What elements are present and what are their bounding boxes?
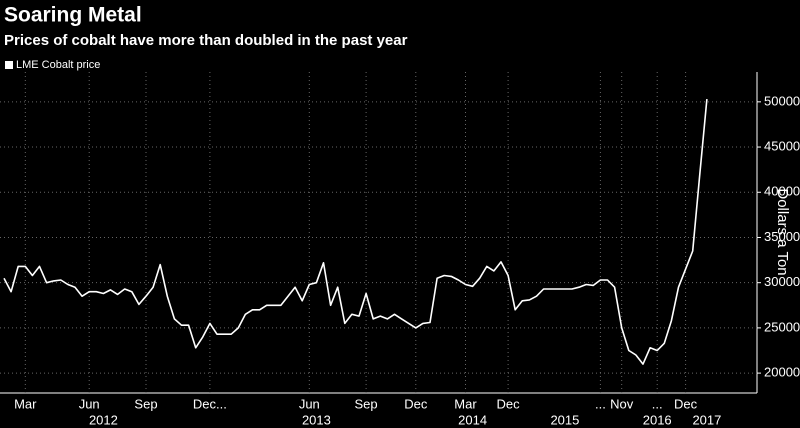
y-tick-label: 40000 [764, 184, 800, 199]
x-tick-label: Sep [134, 396, 157, 411]
x-tick-label: Dec... [193, 396, 227, 411]
x-tick-label: Jun [299, 396, 320, 411]
x-year-label: 2012 [89, 412, 118, 427]
x-tick-label: Dec [404, 396, 428, 411]
x-year-label: 2016 [643, 412, 672, 427]
legend-label: LME Cobalt price [16, 59, 100, 71]
x-tick-label: Jun [79, 396, 100, 411]
x-year-label: 2014 [458, 412, 487, 427]
y-tick-label: 30000 [764, 274, 800, 289]
x-tick-label: ... [595, 396, 606, 411]
x-tick-label: Dec [497, 396, 521, 411]
x-year-label: 2015 [550, 412, 579, 427]
y-tick-label: 35000 [764, 229, 800, 244]
x-tick-label: Mar [14, 396, 37, 411]
y-tick-label: 45000 [764, 138, 800, 153]
x-year-label: 2017 [692, 412, 721, 427]
y-axis-label: Dollars a Ton [774, 188, 791, 275]
x-tick-label: Sep [355, 396, 378, 411]
chart-title: Soaring Metal [4, 4, 142, 27]
x-tick-label: Dec [674, 396, 698, 411]
legend-swatch [5, 61, 13, 69]
x-tick-label: ... [652, 396, 663, 411]
y-tick-label: 50000 [764, 93, 800, 108]
price-line [3, 99, 708, 365]
x-tick-label: Nov [610, 396, 634, 411]
y-tick-label: 25000 [764, 319, 800, 334]
y-tick-label: 20000 [764, 365, 800, 380]
x-tick-label: Mar [454, 396, 477, 411]
x-year-label: 2013 [302, 412, 331, 427]
chart-subtitle: Prices of cobalt have more than doubled … [4, 32, 408, 49]
